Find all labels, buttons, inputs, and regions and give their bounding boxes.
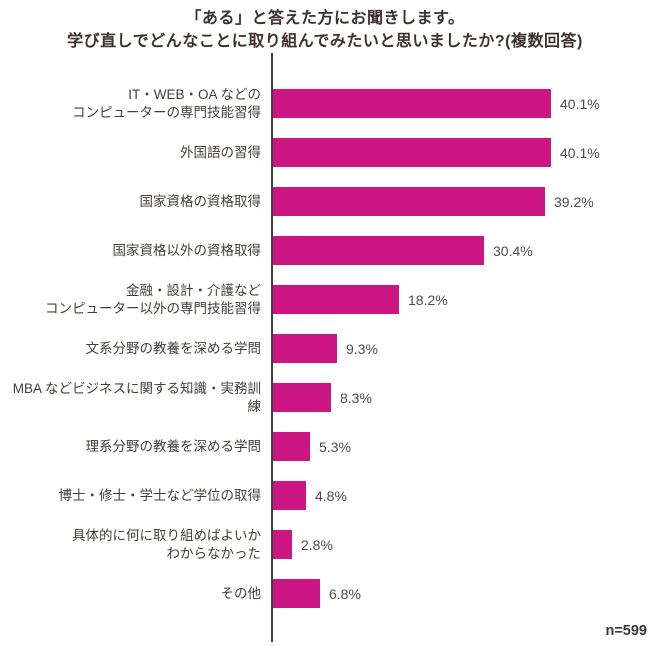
value-label: 18.2% xyxy=(408,291,448,308)
bar xyxy=(273,432,310,462)
bar xyxy=(273,285,399,315)
value-label: 2.8% xyxy=(301,536,333,553)
category-label: 金融・設計・介護など コンピューター以外の専門技能習得 xyxy=(45,283,261,316)
bar xyxy=(273,187,545,217)
chart-row: 外国語の習得 40.1% xyxy=(0,128,650,177)
bar xyxy=(273,334,337,364)
value-label: 4.8% xyxy=(315,487,347,504)
bar-track: 6.8% xyxy=(271,579,650,609)
bar xyxy=(273,89,551,119)
chart-row: IT・WEB・OA などの コンピューターの専門技能習得 40.1% xyxy=(0,79,650,128)
bar xyxy=(273,481,306,511)
bar xyxy=(273,383,331,413)
chart-row: 具体的に何に取り組めばよいか わからなかった 2.8% xyxy=(0,520,650,569)
chart-title-line2: 学び直しでどんなことに取り組んでみたいと思いましたか?(複数回答) xyxy=(67,33,583,51)
value-label: 8.3% xyxy=(340,389,372,406)
bar xyxy=(273,138,551,168)
value-label: 30.4% xyxy=(493,242,533,259)
value-label: 5.3% xyxy=(319,438,351,455)
bar-track: 9.3% xyxy=(271,334,650,364)
category-label: 文系分野の教養を深める学問 xyxy=(85,341,262,357)
bar-track: 40.1% xyxy=(271,138,650,168)
bar-chart-rows: IT・WEB・OA などの コンピューターの専門技能習得 40.1% 外国語の習… xyxy=(0,79,650,618)
category-label: 国家資格以外の資格取得 xyxy=(112,243,262,259)
chart-row: 国家資格の資格取得 39.2% xyxy=(0,177,650,226)
chart-row: 金融・設計・介護など コンピューター以外の専門技能習得 18.2% xyxy=(0,275,650,324)
bar-chart: IT・WEB・OA などの コンピューターの専門技能習得 40.1% 外国語の習… xyxy=(0,53,650,643)
chart-title: 「ある」と答えた方にお聞きします。 学び直しでどんなことに取り組んでみたいと思い… xyxy=(0,0,650,53)
bar xyxy=(273,579,320,609)
value-label: 6.8% xyxy=(329,585,361,602)
sample-size-label: n=599 xyxy=(605,623,647,639)
chart-row: 理系分野の教養を深める学問 5.3% xyxy=(0,422,650,471)
bar-track: 40.1% xyxy=(271,89,650,119)
category-label: 理系分野の教養を深める学問 xyxy=(85,439,262,455)
chart-title-line1: 「ある」と答えた方にお聞きします。 xyxy=(185,10,465,27)
bar-track: 2.8% xyxy=(271,530,650,560)
bar-track: 18.2% xyxy=(271,285,650,315)
bar-track: 39.2% xyxy=(271,187,650,217)
category-label: 具体的に何に取り組めばよいか わからなかった xyxy=(72,528,261,561)
axis-line xyxy=(271,53,273,643)
bar xyxy=(273,236,484,266)
value-label: 39.2% xyxy=(554,193,594,210)
category-label: その他 xyxy=(220,586,262,602)
bar xyxy=(273,530,292,560)
chart-row: MBA などビジネスに関する知識・実務訓練 8.3% xyxy=(0,373,650,422)
category-label: IT・WEB・OA などの コンピューターの専門技能習得 xyxy=(72,87,261,120)
category-label: MBA などビジネスに関する知識・実務訓練 xyxy=(12,381,261,414)
category-label: 外国語の習得 xyxy=(180,145,261,161)
chart-row: 博士・修士・学士など学位の取得 4.8% xyxy=(0,471,650,520)
category-label: 国家資格の資格取得 xyxy=(139,194,262,210)
bar-track: 5.3% xyxy=(271,432,650,462)
chart-row: 文系分野の教養を深める学問 9.3% xyxy=(0,324,650,373)
bar-track: 30.4% xyxy=(271,236,650,266)
value-label: 9.3% xyxy=(346,340,378,357)
chart-row: 国家資格以外の資格取得 30.4% xyxy=(0,226,650,275)
bar-track: 8.3% xyxy=(271,383,650,413)
chart-row: その他 6.8% xyxy=(0,569,650,618)
value-label: 40.1% xyxy=(560,95,600,112)
bar-track: 4.8% xyxy=(271,481,650,511)
value-label: 40.1% xyxy=(560,144,600,161)
category-label: 博士・修士・学士など学位の取得 xyxy=(58,488,262,504)
